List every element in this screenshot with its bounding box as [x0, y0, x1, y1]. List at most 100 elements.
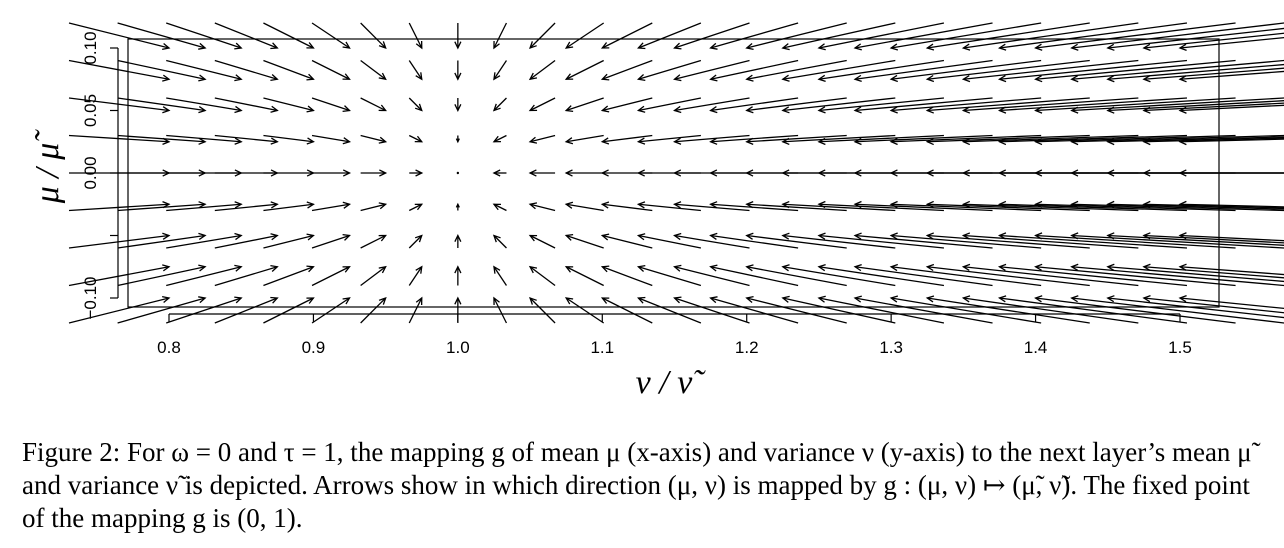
arrow-head: [709, 106, 718, 114]
arrow: [454, 234, 462, 248]
arrow: [781, 134, 896, 146]
arrow: [745, 232, 847, 249]
arrow-head: [342, 233, 351, 241]
arrow-head: [342, 297, 351, 305]
arrow-shaft: [166, 297, 242, 324]
arrow: [1178, 36, 1284, 52]
arrow: [166, 22, 243, 50]
arrow-head: [745, 201, 754, 209]
arrow-head: [853, 169, 862, 177]
arrow-head: [270, 265, 279, 272]
arrow: [673, 296, 750, 324]
arrow: [889, 59, 1042, 83]
arrow-head: [781, 264, 790, 272]
arrow: [117, 201, 207, 212]
arrow-head: [745, 106, 754, 114]
arrow-shaft: [117, 59, 206, 80]
arrow: [1070, 200, 1284, 212]
arrow: [1106, 295, 1284, 319]
arrow-shaft: [529, 59, 556, 80]
x-tick-label: 0.9: [302, 338, 326, 357]
arrow-head: [1178, 43, 1187, 52]
arrow-shaft: [166, 59, 242, 80]
arrow-shaft: [360, 134, 386, 143]
arrow-head: [673, 137, 682, 145]
arrow-head: [600, 42, 610, 49]
arrow-head: [925, 295, 935, 303]
arrow: [455, 135, 460, 144]
arrow-shaft: [565, 266, 604, 287]
arrow-shaft: [1035, 203, 1236, 212]
arrow: [673, 134, 750, 145]
arrow-shaft: [493, 235, 507, 249]
arrow: [454, 296, 462, 323]
arrow: [600, 265, 653, 287]
arrow: [263, 201, 315, 212]
arrow-shaft: [408, 297, 423, 324]
arrow: [961, 22, 1139, 51]
arrow-shaft: [746, 97, 847, 112]
arrow: [961, 97, 1139, 114]
arrow-shaft: [360, 203, 386, 212]
arrow-head: [1106, 232, 1115, 240]
arrow-head: [198, 137, 207, 145]
arrow-head: [1034, 43, 1043, 51]
arrow-shaft: [963, 297, 1139, 324]
arrow-shaft: [891, 203, 1042, 212]
arrow: [360, 296, 387, 324]
arrow-head: [378, 41, 387, 50]
arrow-shaft: [529, 134, 556, 143]
arrow-head: [781, 74, 790, 82]
arrow-shaft: [1071, 266, 1284, 287]
arrow-head: [454, 104, 462, 112]
arrow-head: [1034, 200, 1043, 209]
arrow-head: [378, 265, 387, 274]
arrow: [637, 22, 702, 50]
arrow-shaft: [999, 234, 1188, 249]
arrow-head: [1034, 263, 1043, 271]
arrow-shaft: [674, 203, 750, 212]
arrow-head: [306, 233, 315, 241]
arrow-head: [636, 265, 646, 272]
arrow-shaft: [1107, 234, 1284, 246]
arrow: [600, 233, 653, 249]
arrow-shaft: [311, 266, 350, 287]
arrow: [68, 59, 171, 82]
arrow: [360, 234, 387, 249]
arrow-head: [781, 106, 790, 114]
arrow: [997, 97, 1188, 114]
arrow: [961, 295, 1139, 324]
arrow-shaft: [818, 203, 944, 212]
arrow-head: [817, 200, 826, 209]
arrow-head: [378, 72, 387, 81]
arrow: [745, 264, 847, 287]
arrow: [117, 134, 207, 145]
arrow-head: [415, 40, 423, 50]
arrow-shaft: [1143, 67, 1284, 80]
arrow-head: [306, 73, 315, 81]
arrow-head: [853, 295, 862, 303]
arrow-shaft: [927, 203, 1090, 212]
arrow: [564, 169, 604, 177]
arrow-shaft: [68, 297, 170, 324]
arrow-shaft: [493, 203, 507, 212]
arrow: [636, 59, 702, 81]
arrow-shaft: [1035, 22, 1236, 49]
arrow-head: [1034, 137, 1043, 146]
arrow: [564, 97, 604, 113]
arrow-shaft: [1035, 266, 1236, 287]
arrow: [636, 97, 702, 113]
arrow: [889, 295, 1042, 324]
arrow: [117, 264, 207, 287]
arrow-head: [342, 73, 351, 80]
arrow: [997, 295, 1188, 324]
arrow: [1070, 97, 1284, 114]
arrow-shaft: [638, 97, 702, 112]
arrow: [529, 296, 556, 324]
arrow: [709, 201, 799, 212]
arrow: [1142, 295, 1284, 314]
arrow-shaft: [782, 134, 896, 143]
arrow-head: [997, 137, 1007, 146]
arrow-head: [1034, 75, 1043, 83]
arrow-field: [68, 22, 1284, 324]
